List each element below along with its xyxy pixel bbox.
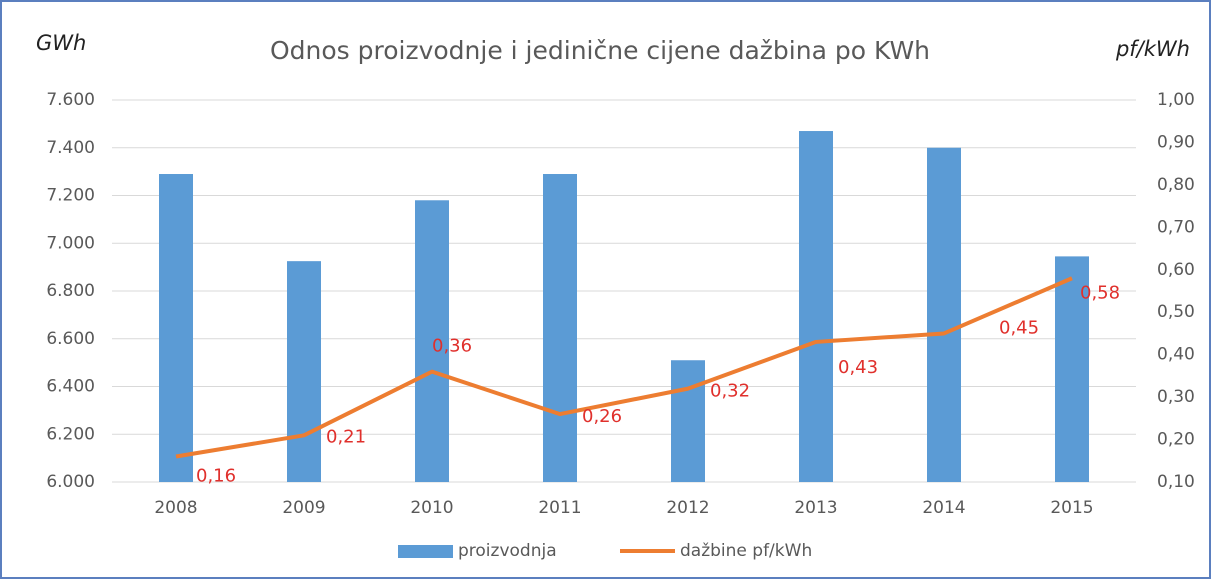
- x-tick-label: 2013: [794, 498, 837, 518]
- y-tick-label: 7.400: [46, 138, 95, 158]
- y-tick-label: 6.800: [46, 281, 95, 301]
- y2-tick-label: 0,40: [1157, 345, 1195, 365]
- x-tick-label: 2015: [1050, 498, 1093, 518]
- x-tick-label: 2008: [154, 498, 197, 518]
- line: [175, 276, 1073, 459]
- x-tick-label: 2009: [282, 498, 325, 518]
- legend-swatch: [398, 545, 453, 558]
- x-tick-label: 2014: [922, 498, 965, 518]
- data-label: 0,36: [432, 336, 472, 357]
- y2-axis-label: pf/kWh: [1115, 37, 1190, 61]
- data-label: 0,58: [1080, 282, 1120, 303]
- bar: [159, 174, 193, 482]
- y2-tick-label: 0,90: [1157, 132, 1195, 152]
- bar: [287, 261, 321, 482]
- data-label: 0,26: [582, 406, 622, 427]
- bar: [927, 147, 961, 482]
- y-tick-label: 7.200: [46, 186, 95, 206]
- x-tick-label: 2011: [538, 498, 581, 518]
- y-tick-label: 7.000: [46, 233, 95, 253]
- y-tick-label: 7.600: [46, 90, 95, 110]
- y-tick-label: 6.000: [46, 472, 95, 492]
- y-axis-label: GWh: [36, 31, 86, 55]
- bar: [415, 200, 449, 482]
- y-tick-label: 6.600: [46, 329, 95, 349]
- bar: [1055, 256, 1089, 482]
- data-label: 0,45: [999, 317, 1039, 338]
- y2-tick-label: 0,70: [1157, 217, 1195, 237]
- chart-title: Odnos proizvodnje i jedinične cijene daž…: [270, 36, 930, 65]
- y2-tick-label: 0,80: [1157, 175, 1195, 195]
- bar: [543, 174, 577, 482]
- legend-label: dažbine pf/kWh: [680, 541, 812, 561]
- bar: [671, 360, 705, 482]
- y2-tick-label: 0,50: [1157, 302, 1195, 322]
- bar: [799, 131, 833, 482]
- x-tick-label: 2010: [410, 498, 453, 518]
- y-tick-label: 6.200: [46, 424, 95, 444]
- data-label: 0,43: [838, 357, 878, 378]
- data-label: 0,21: [326, 426, 366, 447]
- y2-tick-label: 0,10: [1157, 472, 1195, 492]
- data-label: 0,32: [710, 381, 750, 402]
- y2-tick-label: 0,60: [1157, 260, 1195, 280]
- y2-tick-label: 0,20: [1157, 430, 1195, 450]
- legend-label: proizvodnja: [458, 541, 557, 561]
- x-tick-label: 2012: [666, 498, 709, 518]
- y2-tick-label: 1,00: [1157, 90, 1195, 110]
- y2-tick-label: 0,30: [1157, 387, 1195, 407]
- y-tick-label: 6.400: [46, 377, 95, 397]
- data-label: 0,16: [196, 466, 236, 487]
